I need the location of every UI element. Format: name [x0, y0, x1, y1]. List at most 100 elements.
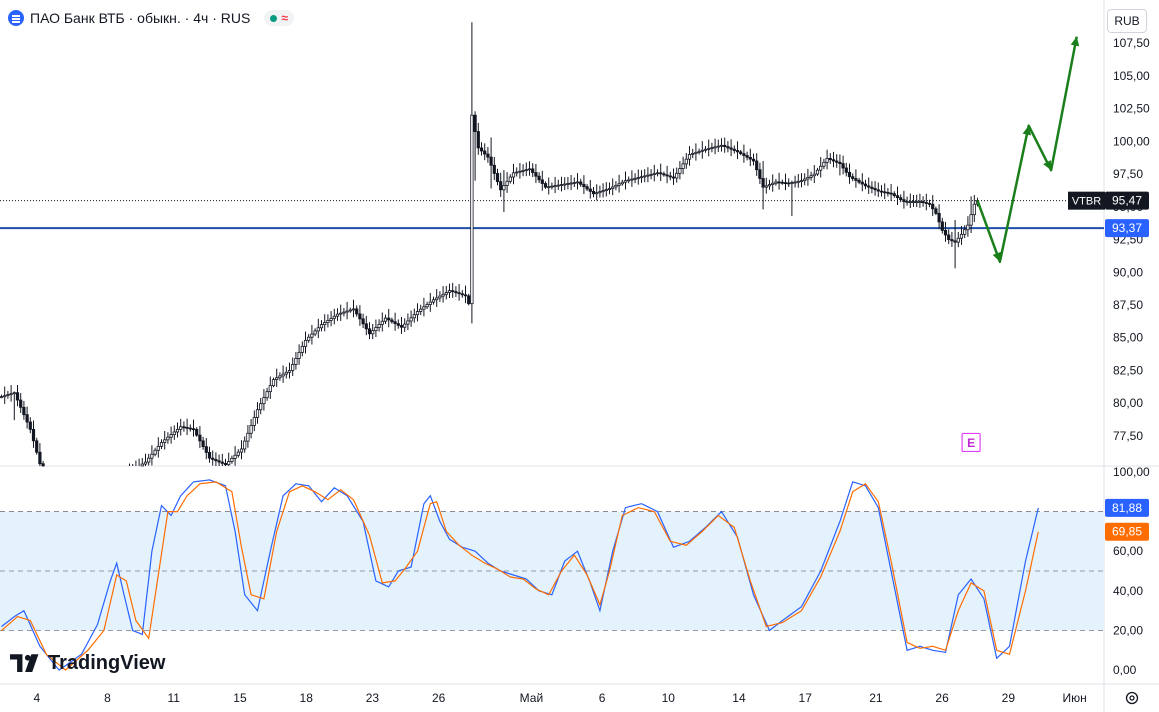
candle [438, 291, 442, 302]
tradingview-logo[interactable]: TradingView [10, 652, 165, 675]
candle [572, 177, 576, 187]
candle [6, 390, 10, 399]
candle-body [486, 153, 490, 158]
candle-body [335, 313, 340, 317]
candle [399, 316, 404, 335]
candle [908, 193, 912, 209]
candle-body [230, 458, 234, 462]
candle [953, 219, 957, 269]
candle [588, 180, 592, 199]
candle-body [633, 177, 637, 180]
candle-body [409, 317, 413, 322]
candle-body [367, 328, 372, 335]
candle [575, 173, 580, 190]
candle [684, 152, 688, 169]
candle-body [387, 317, 391, 321]
candle [630, 170, 634, 187]
candle-body [428, 301, 432, 305]
candle-body [489, 156, 493, 166]
currency-selector[interactable]: RUB [1107, 9, 1147, 33]
candle-body [559, 184, 564, 186]
market-status-badge[interactable]: ≈ [264, 10, 294, 26]
candle-body [671, 176, 676, 179]
candle-body [518, 170, 522, 173]
candle-body [150, 453, 154, 459]
candle-body [351, 308, 356, 311]
candle [543, 181, 548, 189]
settings-gear-icon[interactable] [1124, 690, 1140, 706]
candle-body [719, 144, 724, 147]
candle [947, 229, 951, 245]
candle [300, 341, 304, 357]
candle-body [223, 462, 228, 466]
candle [396, 319, 400, 329]
candle-body [636, 177, 640, 179]
candle [892, 191, 896, 198]
candle [860, 173, 864, 192]
candle [585, 184, 589, 192]
candle [467, 293, 471, 306]
candle-body [166, 436, 170, 441]
candle-body [19, 399, 23, 408]
candle [924, 193, 928, 211]
candle [406, 313, 410, 331]
candle [214, 452, 218, 466]
candle [927, 199, 932, 208]
time-axis-label: 21 [869, 691, 883, 705]
time-axis-label: 18 [300, 691, 314, 705]
candle [19, 393, 23, 413]
candle-body [534, 172, 538, 177]
candle [745, 151, 749, 161]
candle [159, 439, 164, 449]
candle-body [198, 434, 202, 442]
time-axis-label: 6 [599, 691, 606, 705]
candle [275, 368, 279, 387]
candle [886, 188, 890, 197]
candle-body [579, 181, 583, 185]
time-axis-label: 11 [167, 691, 180, 705]
candle-body [3, 395, 7, 398]
stoch-k-label[interactable]: 81,88 [1105, 498, 1149, 517]
candle-body [540, 179, 544, 184]
candle [15, 384, 20, 407]
candle [217, 454, 221, 466]
hline-price-label[interactable]: 93,37 [1105, 219, 1149, 238]
candle [934, 206, 938, 216]
candle-body [812, 173, 816, 177]
last-price-label-ticker: VTBR [1072, 196, 1101, 208]
candle-body [851, 176, 855, 179]
candle [601, 183, 605, 198]
candle-body [883, 191, 887, 194]
candle [403, 318, 407, 332]
candle-body [492, 164, 496, 174]
candle [179, 418, 183, 436]
candle [540, 170, 544, 191]
candle-body [886, 192, 890, 194]
candle-body [716, 145, 720, 148]
candle-body [460, 293, 464, 296]
symbol-title[interactable]: ПАО Банк ВТБ · обыкн. · 4ч · RUS [30, 10, 251, 26]
last-price-label[interactable]: VTBR 95,47 [1068, 191, 1149, 210]
symbol-list-icon [8, 10, 24, 26]
candle [163, 430, 167, 450]
candle-body [550, 185, 554, 188]
candle-body [927, 202, 932, 205]
candle [479, 142, 484, 156]
candle-body [563, 183, 567, 186]
candle [239, 440, 244, 460]
candle [489, 137, 493, 189]
candle-body [153, 449, 157, 455]
candle-body [739, 151, 743, 155]
candle [940, 217, 944, 234]
candle-body [467, 295, 471, 305]
candle [374, 319, 378, 338]
earnings-marker-icon[interactable] [961, 432, 981, 453]
candle [166, 432, 170, 444]
symbol-legend[interactable]: ПАО Банк ВТБ · обыкн. · 4ч · RUS ≈ [8, 10, 294, 26]
candle-body [697, 150, 701, 153]
candle-body [255, 409, 260, 418]
candle [604, 182, 608, 197]
stoch-d-label[interactable]: 69,85 [1105, 522, 1149, 541]
candle-body [799, 180, 804, 183]
